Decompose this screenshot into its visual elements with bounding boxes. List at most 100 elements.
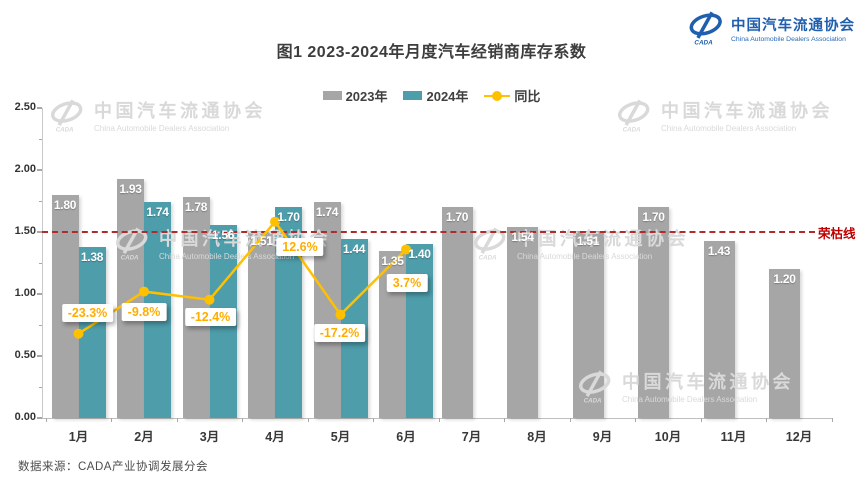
x-axis-tick — [373, 418, 375, 422]
y-axis-label: 2.00 — [14, 163, 36, 175]
source-note: 数据来源：CADA产业协调发展分会 — [18, 461, 208, 473]
y-axis-minor-tick — [39, 263, 42, 264]
bar-2023 — [507, 227, 538, 418]
x-axis-tick — [111, 418, 113, 422]
bar-value-2023: 1.20 — [773, 272, 796, 287]
yoy-point — [139, 286, 149, 297]
bar-2024 — [406, 244, 433, 418]
yoy-point — [270, 216, 280, 227]
x-axis-label-month: 6月 — [396, 430, 416, 444]
yoy-point — [204, 294, 215, 305]
logo-name-en: China Automobile Dealers Association — [731, 35, 846, 43]
legend-item-2023: 2023年 — [322, 86, 388, 105]
bar-value-2023: 1.35 — [381, 253, 404, 268]
yoy-line — [77, 219, 407, 335]
bar-2023 — [769, 269, 800, 418]
bar-value-2024: 1.70 — [277, 210, 300, 225]
x-axis-label-month: 9月 — [592, 430, 613, 444]
legend-label-yoy: 同比 — [514, 89, 541, 104]
x-axis-tick — [176, 418, 178, 422]
y-axis-minor-tick — [39, 325, 42, 326]
bar-2023 — [117, 178, 144, 418]
yoy-point — [73, 328, 84, 339]
x-axis-line — [42, 418, 832, 419]
yoy-label: -9.8% — [121, 302, 167, 321]
x-axis-label-month: 1月 — [68, 430, 89, 444]
x-axis-tick — [45, 418, 47, 422]
page-title: 图1 2023-2024年月度汽车经销商库存系数 — [276, 44, 587, 61]
bar-value-2023: 1.51 — [576, 233, 600, 248]
x-axis-tick — [438, 418, 440, 422]
x-axis-label-month: 7月 — [461, 430, 482, 444]
reference-line-label: 荣枯线 — [818, 227, 856, 241]
legend-line-icon — [484, 90, 511, 101]
legend-swatch-2024 — [403, 91, 423, 100]
x-axis-label-month: 5月 — [330, 430, 351, 444]
bar-value-2023: 1.78 — [184, 200, 208, 215]
x-axis-tick — [700, 418, 702, 422]
x-axis-label-month: 10月 — [654, 430, 682, 444]
bar-value-2023: 1.51 — [250, 233, 273, 248]
bar-value-2023: 1.74 — [315, 205, 339, 220]
y-axis-label: 2.50 — [14, 101, 36, 113]
y-axis-label: 0.50 — [14, 349, 36, 361]
bar-value-2023: 1.93 — [119, 181, 142, 196]
yoy-point — [401, 244, 411, 255]
x-axis-tick — [242, 418, 244, 422]
yoy-label: 12.6% — [276, 237, 324, 256]
y-axis-label: 0.00 — [14, 411, 36, 423]
reference-line — [42, 231, 815, 233]
legend-label-2024: 2024年 — [426, 89, 469, 104]
bar-2023 — [182, 197, 210, 418]
bar-value-2023: 1.70 — [445, 210, 469, 225]
y-axis-label: 1.00 — [14, 287, 36, 299]
svg-text:CADA: CADA — [694, 39, 713, 45]
x-axis-tick — [307, 418, 309, 422]
bar-2023 — [703, 240, 735, 418]
y-axis-tick — [37, 107, 42, 109]
y-axis-tick — [37, 293, 42, 295]
yoy-label: -17.2% — [313, 323, 366, 342]
x-axis-tick — [766, 418, 768, 422]
cada-logo: CADA 中国汽车流通协会 China Automobile Dealers A… — [683, 11, 855, 45]
y-axis-tick — [37, 417, 42, 419]
legend: 2023年 2024年 同比 — [0, 86, 863, 105]
x-axis-tick — [831, 418, 833, 422]
legend-label-2023: 2023年 — [345, 89, 388, 104]
y-axis-tick — [37, 231, 42, 233]
bar-value-2024: 1.56 — [211, 227, 235, 242]
legend-item-2024: 2024年 — [403, 86, 468, 105]
bar-value-2023: 1.54 — [511, 230, 534, 245]
bar-value-2023: 1.43 — [707, 243, 731, 258]
yoy-point — [335, 309, 346, 320]
y-axis-minor-tick — [39, 387, 42, 388]
y-axis-tick — [37, 169, 42, 171]
bar-value-2024: 1.40 — [408, 247, 431, 262]
x-axis-label-month: 4月 — [265, 430, 285, 444]
y-axis-tick — [37, 355, 42, 357]
x-axis-tick — [504, 418, 506, 422]
x-axis-tick — [635, 418, 637, 422]
bar-value-2024: 1.74 — [146, 205, 169, 220]
bar-2023 — [638, 207, 669, 418]
yoy-label: 3.7% — [386, 274, 428, 293]
bar-2023 — [248, 230, 275, 418]
y-axis-minor-tick — [39, 139, 42, 140]
x-axis-tick — [569, 418, 571, 422]
bar-value-2023: 1.80 — [53, 197, 77, 212]
x-axis-label-month: 3月 — [199, 430, 220, 444]
bar-value-2024: 1.38 — [80, 249, 104, 264]
legend-swatch-2023 — [322, 91, 342, 100]
bar-value-2024: 1.44 — [342, 242, 366, 257]
cada-logo-icon: CADA — [683, 11, 727, 45]
yoy-label: -12.4% — [184, 307, 237, 326]
x-axis-label-month: 11月 — [720, 430, 747, 444]
logo-name-cn: 中国汽车流通协会 — [731, 17, 855, 34]
y-axis-minor-tick — [39, 201, 42, 202]
bar-2023 — [441, 207, 473, 418]
legend-item-yoy: 同比 — [484, 86, 540, 105]
x-axis-label-month: 12月 — [785, 430, 813, 444]
